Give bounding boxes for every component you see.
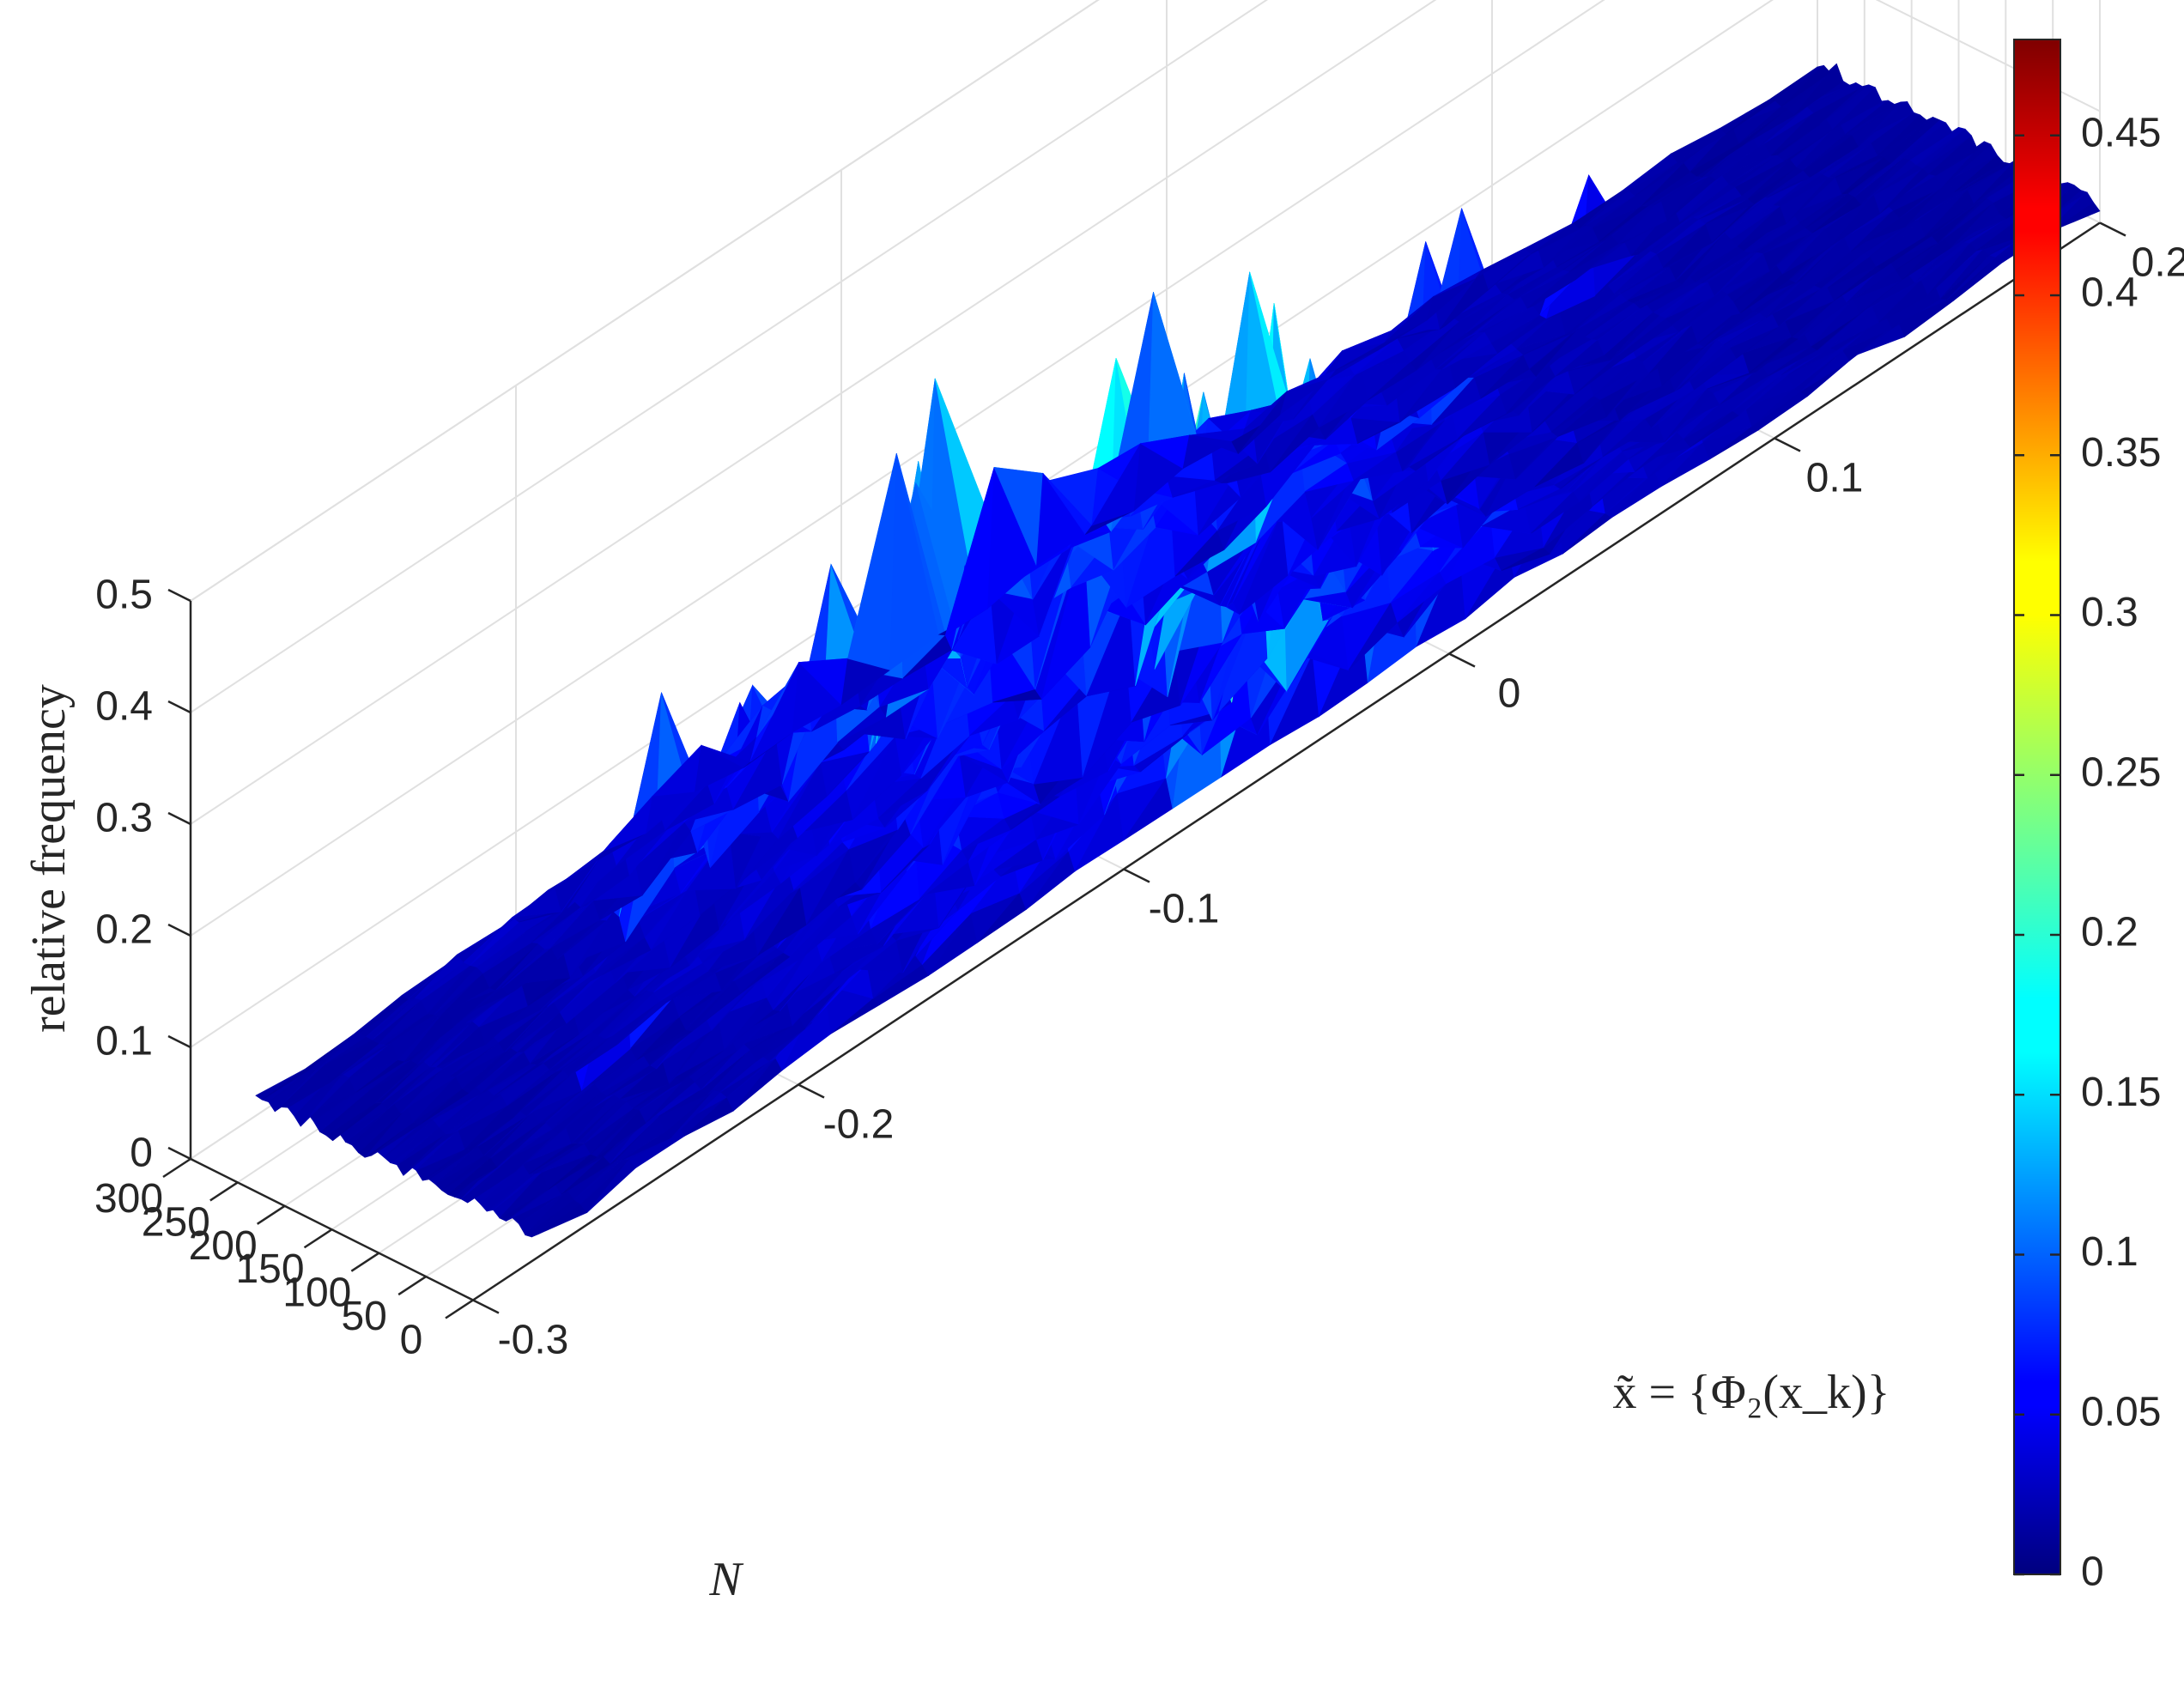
surface-facet	[1903, 122, 1953, 158]
x-tick	[445, 1299, 474, 1319]
x-tick-label: 250	[142, 1199, 210, 1245]
surface-facet	[1922, 128, 1972, 169]
y-tick-label: -0.1	[1149, 886, 1220, 931]
x-tick-label: 300	[94, 1176, 163, 1222]
z-tick-label: 0	[130, 1131, 153, 1176]
x-tick-label: 0	[400, 1317, 423, 1362]
y-tick-label: -0.2	[823, 1101, 895, 1147]
colorbar-gradient	[2013, 39, 2061, 1575]
colorbar-tick-label: 0.45	[2081, 110, 2161, 155]
surface-facet	[1852, 101, 1902, 136]
z-tick	[167, 1146, 191, 1161]
surface-facet	[1845, 100, 1896, 135]
x-tick-label: 100	[282, 1271, 351, 1316]
colorbar-tick-label: 0.2	[2081, 910, 2138, 955]
y-axis-label: relative frequency	[22, 684, 76, 1033]
grid-line	[190, 0, 2100, 937]
surface-facet	[1928, 135, 1979, 174]
x-tick	[256, 1204, 286, 1225]
x-tick	[350, 1252, 380, 1272]
y-tick	[1448, 652, 1476, 668]
x-tick	[162, 1157, 191, 1179]
x-tick-label: 200	[189, 1223, 258, 1269]
surface-facet	[1878, 114, 1927, 156]
surface-facet	[1871, 112, 1921, 143]
surface-facet	[1961, 161, 2011, 191]
grid-line	[190, 0, 2101, 1048]
surface-facet	[1954, 155, 2005, 192]
z-tick-label: 0.4	[95, 684, 153, 730]
x-tick	[209, 1181, 239, 1202]
y-tick-label: -0.3	[498, 1317, 569, 1362]
surface-facet	[1813, 82, 1863, 113]
surface-facet	[1909, 127, 1959, 161]
surface-facet	[1806, 82, 1857, 107]
colorbar-tick-label: 0.25	[2081, 749, 2161, 795]
grid-line	[190, 0, 1100, 602]
colorbar-tick-label: 0.4	[2081, 270, 2138, 316]
y-tick	[1123, 868, 1150, 883]
surface-facet	[1819, 84, 1869, 125]
grid-line	[190, 0, 1269, 713]
surface-facet	[512, 887, 562, 918]
z-tick	[167, 923, 191, 937]
y-axis-line	[472, 221, 2101, 1301]
z-tick-label: 0.2	[95, 907, 153, 953]
surface-facet	[1774, 64, 1824, 101]
surface-facet	[847, 453, 897, 670]
x-tick-label: 150	[235, 1246, 304, 1292]
colorbar-tick-label: 0	[2081, 1550, 2104, 1595]
surface-facet	[1793, 63, 1844, 116]
x-tick	[303, 1228, 333, 1249]
surface-facet	[1884, 117, 1933, 158]
grid-line	[190, 0, 1437, 825]
y-tick	[1774, 437, 1801, 452]
colorbar-tick-label: 0.3	[2081, 590, 2138, 635]
axis-labels: relative frequency N x̃ = {Φ₂(x_k)}	[22, 684, 1890, 1606]
colorbar-tick-label: 0.35	[2081, 430, 2161, 476]
y-tick-label: 0	[1498, 670, 1521, 716]
surface-facet	[1890, 116, 1940, 164]
surface-facet	[1941, 141, 1992, 188]
z-tick	[167, 811, 191, 826]
surface-facet	[1915, 126, 1966, 166]
z-tick-label: 0.3	[95, 796, 153, 841]
z-tick	[167, 700, 191, 714]
surface-facet	[1832, 87, 1883, 130]
surface-facet	[2051, 202, 2101, 232]
surface	[255, 63, 2101, 1238]
y-tick-label: 0.1	[1806, 455, 1864, 500]
z-tick	[167, 1034, 191, 1049]
x-tick	[397, 1276, 427, 1296]
z-tick-label: 0.5	[95, 573, 153, 618]
surface-facet	[1858, 101, 1908, 147]
colorbar-tick-label: 0.1	[2081, 1229, 2138, 1275]
y-tick	[472, 1299, 500, 1314]
y-tick	[2099, 221, 2126, 237]
colorbar-tick-label: 0.15	[2081, 1070, 2161, 1115]
y-tick	[798, 1083, 825, 1099]
colorbar: 0 0.05 0.1 0.15 0.2 0.25 0.3 0.35 0.4 0.45	[2013, 39, 2161, 1595]
y-tick-label: 0.2	[2132, 240, 2184, 285]
surface-facet	[1781, 64, 1831, 107]
y2-axis-label: x̃ = {Φ₂(x_k)}	[1612, 1366, 1890, 1419]
x-tick-label: 50	[341, 1294, 386, 1339]
z-tick-label: 0.1	[95, 1019, 153, 1064]
x-axis-label: N	[708, 1553, 743, 1606]
z-tick	[167, 588, 191, 603]
colorbar-tick-label: 0.05	[2081, 1389, 2161, 1434]
